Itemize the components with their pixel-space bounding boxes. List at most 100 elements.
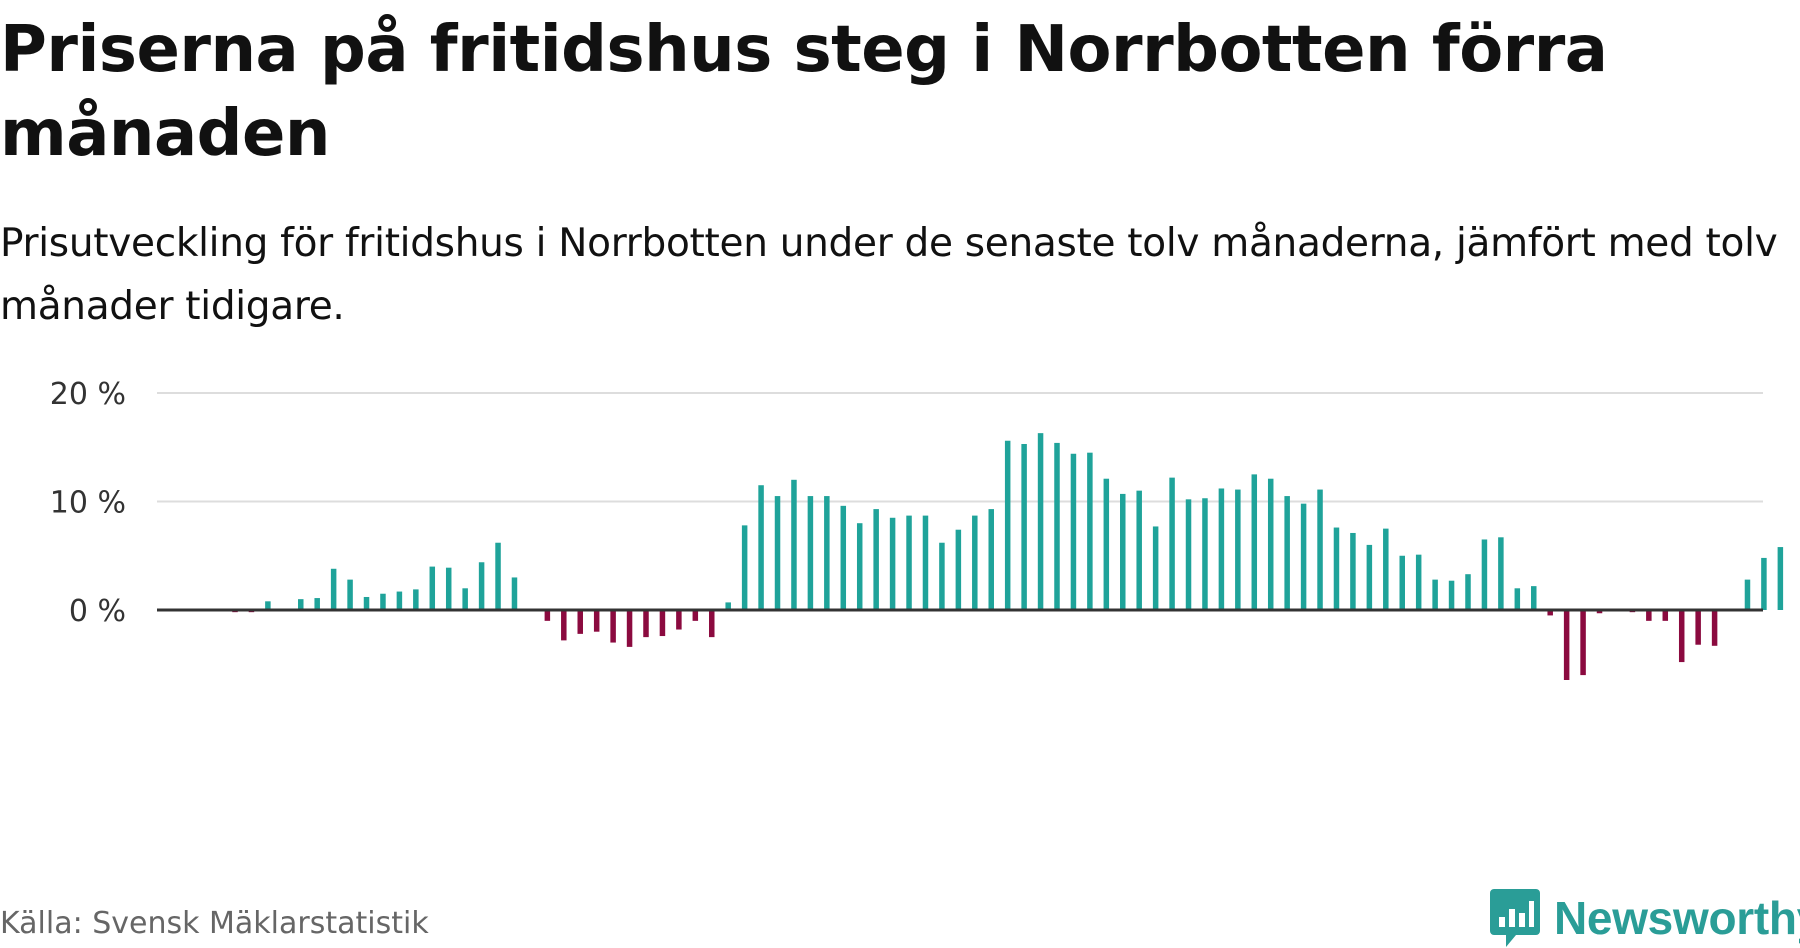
bar [873,509,879,610]
bar [807,496,814,610]
bar [939,542,945,610]
bar [906,515,912,610]
bar [1004,440,1011,610]
bar [1662,610,1669,621]
bar [413,589,419,610]
bar [511,577,518,610]
bar-chart: 0 %10 %20 % 20122015201820212023 1 % [50,377,1784,680]
bar [955,529,962,610]
bar [1087,452,1093,610]
bar [1432,579,1438,610]
bar [1103,478,1110,610]
bar [1350,532,1356,610]
bar [1580,610,1586,676]
bar [972,515,978,610]
bar [725,602,731,610]
bar [1514,588,1521,610]
y-tick-label: 10 % [50,486,126,521]
bar [1333,527,1340,610]
bar [544,610,551,621]
bar [1251,474,1258,610]
bar [1761,557,1767,610]
bar [1284,496,1290,610]
grid-lines [157,392,1763,503]
bar [429,566,436,610]
bar [380,593,386,610]
bar [1646,610,1652,621]
bar [1300,503,1307,610]
bar [1169,477,1175,610]
bar [1185,499,1192,610]
y-tick-label: 0 % [69,594,126,629]
bar [626,610,633,647]
bar [1596,610,1603,614]
bar [298,599,304,610]
bar [1383,528,1389,610]
bars [232,433,1784,680]
bar [1366,544,1373,610]
bar [741,525,748,610]
bar [922,515,929,610]
bar [478,562,485,610]
bar [314,598,320,610]
bar [1498,537,1504,610]
bar [1218,488,1225,610]
bar [1777,547,1784,610]
bar [396,591,403,610]
bar [643,610,649,638]
bar [659,610,666,637]
bar [593,610,600,632]
bar [840,505,847,610]
newsworthy-logo-icon [1490,889,1540,947]
bar [1695,610,1701,645]
bar [676,610,682,630]
bar [1152,526,1159,610]
bar [347,579,353,610]
bar [1399,555,1405,610]
bar [265,601,271,610]
bar [1448,580,1455,610]
bar [1120,493,1126,610]
bar [856,523,863,610]
bar [1037,433,1044,610]
source-note: Källa: Svensk Mäklarstatistik [0,906,429,941]
bar [330,568,337,610]
brand-name: Newsworthy [1554,892,1800,944]
bar [709,610,715,638]
bar [495,542,501,610]
bar [824,496,830,610]
y-tick-label: 20 % [50,377,126,412]
chart-title: Priserna på fritidshus steg i Norrbotten… [0,13,1608,171]
bar [1317,489,1323,610]
y-axis-labels: 0 % 10 % 20 % [50,377,126,629]
bar [1744,579,1751,610]
bar [692,610,699,621]
bar [1547,610,1553,616]
bar [791,479,797,610]
bar [1563,610,1570,680]
bar [1202,498,1208,610]
bar [1531,586,1537,610]
bar [1021,443,1027,610]
bar [1465,574,1471,610]
bar [561,610,567,641]
bar [1678,610,1685,663]
bar [988,509,994,610]
bar [1136,490,1142,610]
bar [445,567,452,610]
bar [1481,539,1488,610]
bar [889,517,896,610]
bar [577,610,583,634]
bar [1070,453,1077,610]
brand-logo[interactable]: Newsworthy [1490,888,1800,948]
bar [774,496,781,610]
chart-subtitle: Prisutveckling för fritidshus i Norrbott… [0,221,1778,329]
bar [1711,610,1718,646]
bar [1267,478,1274,610]
bar [610,610,616,643]
bar [462,588,468,610]
bar [1054,442,1060,610]
bar [363,596,370,610]
bar [1415,554,1422,610]
axes [157,608,1763,612]
